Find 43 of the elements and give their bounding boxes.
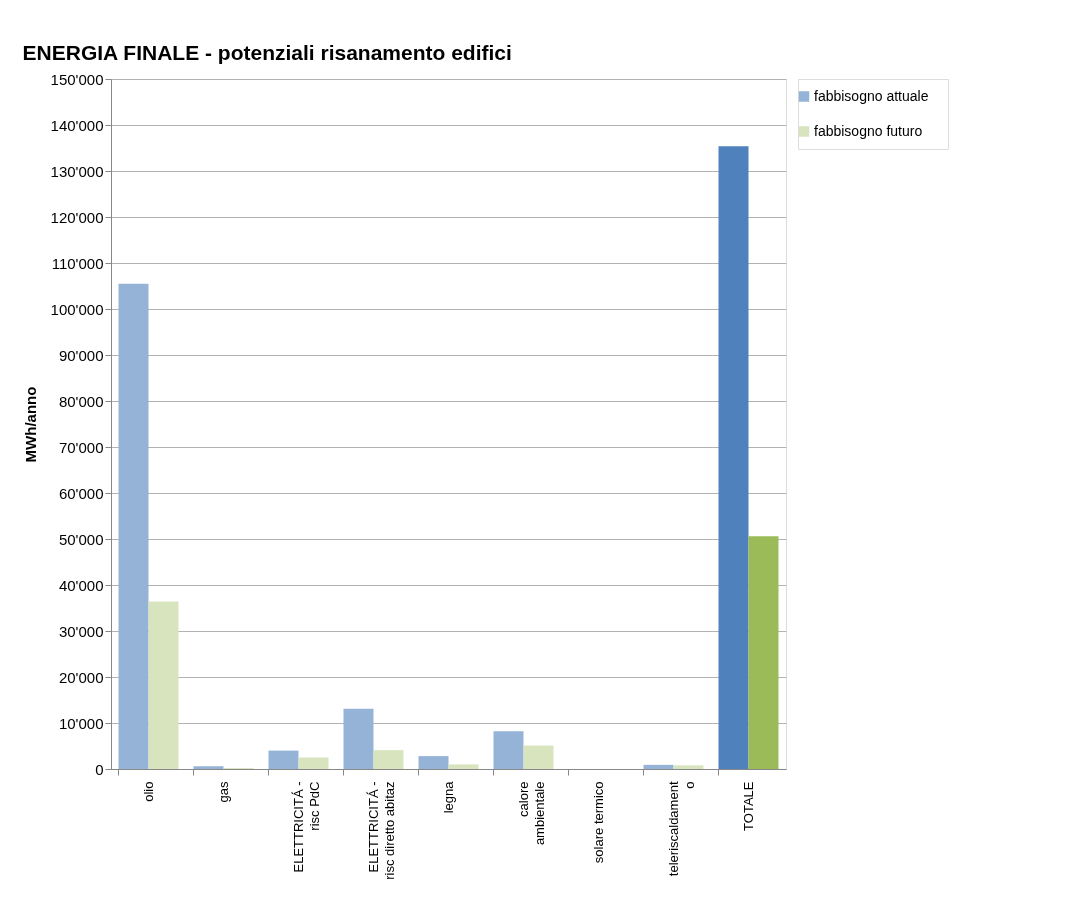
bar — [493, 731, 524, 769]
x-tick-label: teleriscaldament o — [665, 781, 697, 877]
bar — [718, 146, 749, 769]
legend-label: fabbisogno futuro — [814, 122, 923, 139]
bar — [643, 764, 674, 769]
y-tick-label: 90'000 — [58, 346, 104, 364]
bar — [298, 757, 329, 769]
y-tick-label: 150'000 — [50, 70, 104, 88]
bar — [148, 601, 179, 769]
x-tick-label: ELETTRICITÁ - risc PdC — [290, 781, 322, 873]
y-tick-label: 100'000 — [50, 300, 104, 318]
y-tick-label: 10'000 — [58, 714, 104, 732]
x-tick-label: olio — [140, 781, 156, 802]
bar — [118, 283, 149, 769]
bar — [448, 764, 479, 769]
y-tick-label: 30'000 — [58, 622, 104, 640]
bar — [418, 756, 449, 769]
chart-title: ENERGIA FINALE - potenziali risanamento edifici — [22, 40, 512, 64]
y-tick-label: 80'000 — [58, 392, 104, 410]
x-tick-label: legna — [440, 780, 456, 814]
y-tick-label: 140'000 — [50, 116, 104, 134]
y-tick-label: 60'000 — [58, 484, 104, 502]
bar — [748, 536, 779, 769]
bar — [523, 745, 554, 769]
bar — [268, 750, 299, 769]
y-tick-label: 50'000 — [58, 530, 104, 548]
y-tick-label: 0 — [95, 760, 104, 778]
bar — [193, 766, 224, 769]
y-tick-label: 70'000 — [58, 438, 104, 456]
y-axis-title: MWh/anno — [21, 386, 39, 463]
bar — [373, 750, 404, 769]
legend-label: fabbisogno attuale — [814, 87, 929, 104]
x-tick-label: calore ambientale — [515, 781, 547, 846]
x-tick-label: TOTALE — [740, 781, 756, 831]
bar — [343, 708, 374, 769]
bar — [673, 765, 704, 769]
x-tick-label: gas — [215, 781, 231, 803]
x-tick-label: solare termico — [590, 781, 606, 864]
y-tick-label: 20'000 — [58, 668, 104, 686]
y-tick-label: 120'000 — [50, 208, 104, 226]
y-tick-label: 110'000 — [51, 254, 104, 272]
y-tick-label: 40'000 — [58, 576, 104, 594]
y-tick-label: 130'000 — [50, 162, 104, 180]
